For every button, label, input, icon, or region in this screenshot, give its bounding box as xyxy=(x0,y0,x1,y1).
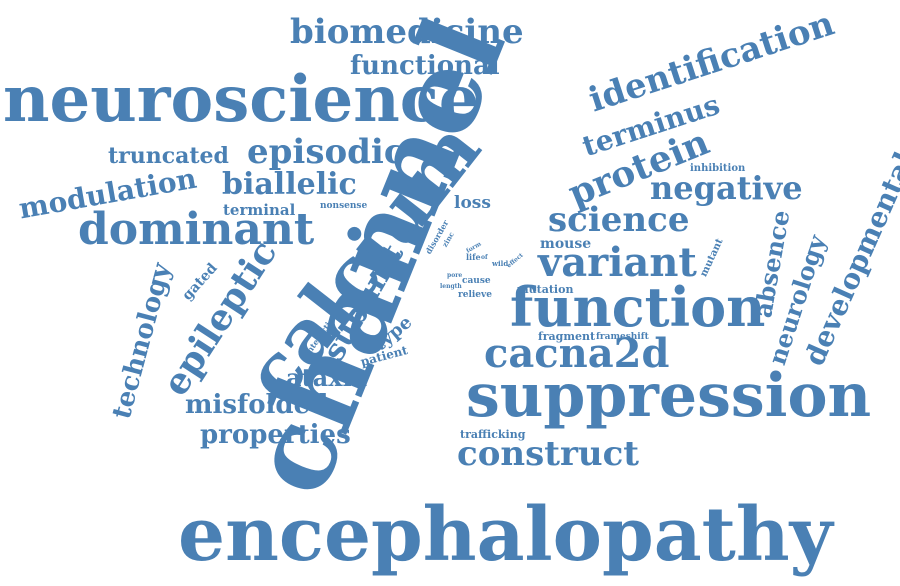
word-episodic: episodic xyxy=(247,132,405,172)
word-ataxia: ataxia xyxy=(286,363,368,392)
word-properties: properties xyxy=(200,420,351,450)
word-function: function xyxy=(510,275,766,339)
word-fragment: fragment xyxy=(538,330,596,343)
word-mouse: mouse xyxy=(540,236,592,252)
word-truncated: truncated xyxy=(108,143,229,169)
word-biallelic: biallelic xyxy=(222,167,357,202)
word-dominant: dominant xyxy=(78,204,315,255)
word-cause: cause xyxy=(462,276,491,286)
word-mutant: mutant xyxy=(698,236,726,279)
word-length: length xyxy=(440,283,462,290)
word-biomedicine: biomedicine xyxy=(290,12,524,52)
word-construct: construct xyxy=(457,434,639,474)
word-frameshift: frameshift xyxy=(596,332,649,342)
word-variant: variant xyxy=(538,239,697,286)
word-effect: effect xyxy=(505,251,525,270)
word-nonsense: nonsense xyxy=(320,201,368,211)
word-loss: loss xyxy=(454,193,491,213)
word-neuroscience: neuroscience xyxy=(3,62,480,137)
word-technology: technology xyxy=(106,259,178,423)
word-relieve: relieve xyxy=(458,290,492,300)
word-science: science xyxy=(548,200,690,240)
word-inhibition: inhibition xyxy=(690,163,746,174)
word-wild: wild xyxy=(492,259,509,268)
word-functional: functional xyxy=(350,51,500,81)
word-life: life xyxy=(466,252,481,262)
word-misfolded: misfolded xyxy=(185,390,329,420)
word-negative: negative xyxy=(650,169,803,207)
word-suppression: suppression xyxy=(466,361,872,431)
word-terminal: terminal xyxy=(223,201,296,219)
word-pore: pore xyxy=(447,272,463,279)
word-cacna2d: cacna2d xyxy=(484,330,670,377)
word-trafficking: trafficking xyxy=(460,428,526,441)
word-encephalopathy: encephalopathy xyxy=(178,492,833,578)
word-of: of xyxy=(481,254,488,261)
word-mutation: mutation xyxy=(517,283,574,296)
